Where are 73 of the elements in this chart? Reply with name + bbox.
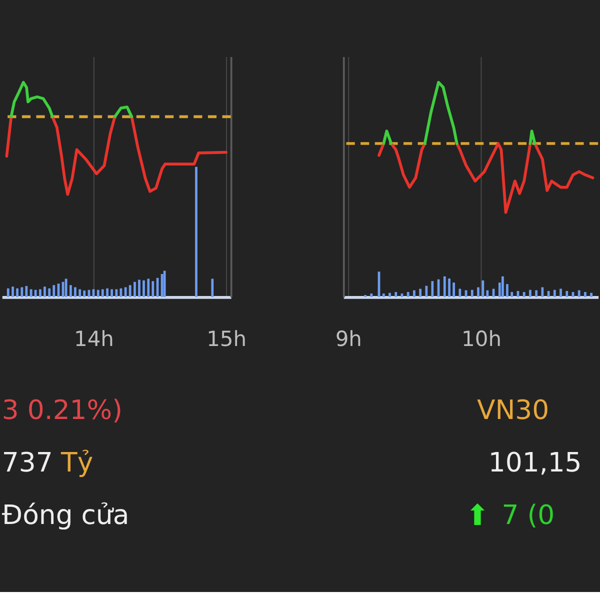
bar — [211, 278, 214, 297]
bar — [106, 288, 108, 297]
bar — [584, 292, 586, 297]
bar — [147, 278, 150, 297]
bar — [502, 276, 504, 297]
bar — [74, 287, 76, 297]
text: Đóng cửa — [2, 500, 130, 531]
bar — [486, 290, 489, 297]
bar — [448, 278, 450, 297]
bar — [128, 285, 132, 297]
bar — [529, 290, 532, 297]
text: 101,15 — [488, 448, 582, 479]
bar — [370, 294, 373, 297]
bar — [20, 287, 24, 297]
text: ⬆ — [466, 498, 490, 532]
bar — [115, 289, 118, 297]
x-tick-label: 9h — [335, 327, 362, 352]
bar — [388, 292, 391, 297]
bar — [406, 292, 410, 297]
bar — [78, 289, 82, 297]
bar — [34, 290, 37, 297]
bar — [477, 287, 480, 297]
bar — [163, 270, 166, 297]
bar — [394, 292, 398, 297]
bar — [39, 289, 42, 297]
bar — [382, 294, 385, 297]
bar — [553, 290, 556, 297]
bar — [12, 286, 14, 297]
bar — [195, 166, 198, 297]
bar — [431, 281, 434, 297]
bar — [560, 288, 562, 297]
bar — [443, 276, 446, 297]
bar — [470, 290, 474, 297]
bar — [96, 290, 100, 297]
bar — [138, 280, 140, 297]
bar — [134, 282, 136, 297]
bar — [30, 289, 32, 297]
bar — [83, 290, 86, 297]
bar — [152, 281, 154, 297]
bar — [425, 286, 428, 297]
bar — [124, 287, 127, 297]
bar — [110, 289, 113, 297]
bar — [522, 292, 526, 297]
bar — [535, 290, 538, 297]
bar — [506, 284, 508, 297]
bar — [52, 285, 56, 297]
bar — [541, 287, 544, 297]
bar — [413, 290, 416, 297]
bar — [458, 288, 462, 297]
bar — [25, 286, 28, 297]
bar — [142, 280, 145, 297]
text: Tỷ — [60, 448, 94, 479]
x-tick-label: 15h — [206, 327, 247, 352]
bar — [452, 282, 455, 297]
text: VN30 — [476, 395, 550, 426]
text: 737 — [2, 448, 53, 479]
bar — [578, 290, 580, 297]
bar — [48, 288, 51, 297]
x-tick-label: 10h — [462, 327, 502, 352]
bar — [566, 290, 568, 297]
bar — [44, 286, 46, 297]
bar — [510, 292, 514, 297]
bar — [101, 289, 104, 297]
text: 3 0.21%) — [2, 395, 123, 426]
x-tick-label: 14h — [74, 327, 114, 352]
bar — [419, 288, 422, 297]
text: 7 (0 — [502, 500, 555, 531]
bar — [482, 280, 484, 297]
bar — [590, 292, 593, 297]
bar — [64, 278, 68, 297]
bar — [70, 285, 72, 297]
bar — [16, 288, 18, 297]
bar — [6, 288, 10, 297]
